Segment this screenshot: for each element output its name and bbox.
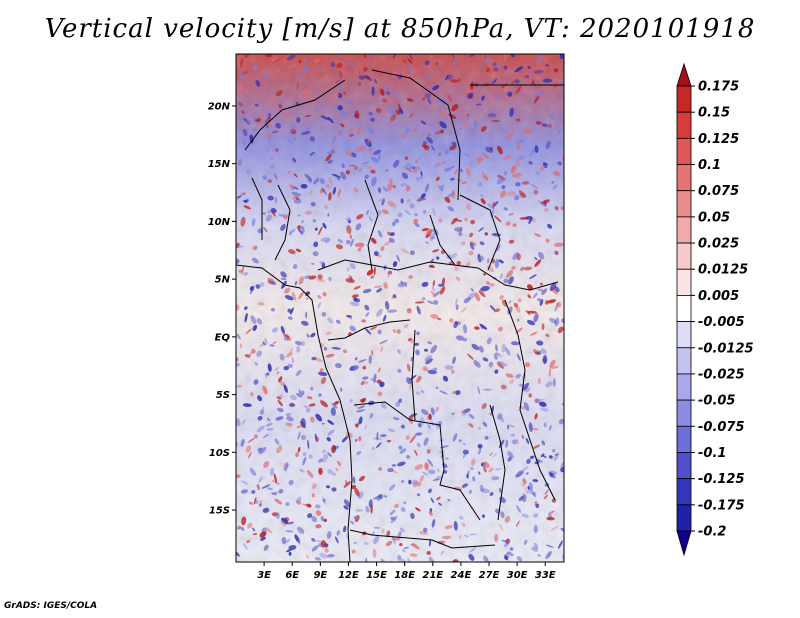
longitude-axis: 3E 6E 9E 12E 15E 18E 21E 24E 27E 30E 33E (257, 562, 556, 581)
boundary-line (274, 184, 291, 261)
boundary-line (251, 177, 263, 240)
colorbar-segment (676, 190, 692, 218)
colorbar-label: -0.005 (698, 315, 745, 330)
boundary-line (429, 214, 456, 266)
colorbar-bottom-arrow (676, 530, 692, 557)
colorbar-label: -0.1 (698, 446, 726, 461)
colorbar-segment (676, 242, 692, 270)
colorbar-label: -0.025 (698, 367, 745, 382)
colorbar-segment (676, 347, 692, 375)
lat-tick-label: 10S (209, 448, 230, 459)
colorbar-segment (676, 452, 692, 480)
lon-tick-label: 21E (422, 570, 443, 581)
lon-tick-label: 15E (366, 570, 387, 581)
colorbar-segment (676, 373, 692, 401)
colorbar-segment (676, 268, 692, 296)
colorbar-segment (676, 164, 692, 192)
colorbar-label: 0.1 (698, 158, 721, 173)
colorbar-label: 0.125 (698, 132, 739, 147)
lon-tick-label: 12E (338, 570, 359, 581)
map-title: Vertical velocity [m/s] at 850hPa, VT: 2… (44, 14, 756, 44)
colorbar-label: 0.025 (698, 237, 739, 252)
colorbar-label: 0.075 (698, 184, 739, 199)
lat-tick-label: 10N (208, 217, 231, 228)
colorbar-segment (676, 399, 692, 427)
colorbar-label: -0.125 (698, 472, 745, 487)
boundary-line (236, 264, 353, 562)
lon-tick-label: 9E (313, 570, 327, 581)
colorbar-label: 0.15 (698, 106, 730, 121)
colorbar: 0.175 0.15 0.125 0.1 0.075 0.05 0.025 0.0125 0.0… (676, 62, 754, 557)
colorbar-segment (676, 321, 692, 349)
lon-tick-label: 33E (535, 570, 556, 581)
lon-tick-label: 18E (394, 570, 415, 581)
lat-tick-label: 5S (216, 390, 230, 401)
lat-tick-label: EQ (215, 332, 231, 343)
lon-tick-label: 3E (257, 570, 271, 581)
lon-tick-label: 27E (479, 570, 500, 581)
lon-tick-label: 30E (507, 570, 528, 581)
grads-credit: GrADS: IGES/COLA (4, 601, 98, 611)
boundary-line (459, 194, 501, 271)
lat-tick-label: 15N (208, 159, 231, 170)
colorbar-segment (676, 425, 692, 453)
colorbar-segment (676, 295, 692, 322)
colorbar-label: -0.05 (698, 394, 735, 409)
colorbar-segment (676, 478, 692, 506)
lat-tick-label: 5N (215, 275, 231, 286)
colorbar-label: 0.0125 (698, 263, 748, 278)
boundary-line (317, 259, 559, 291)
colorbar-segment (676, 504, 692, 532)
boundary-line (371, 69, 461, 201)
boundary-line (349, 529, 496, 549)
colorbar-label: 0.05 (698, 210, 730, 225)
boundary-line (364, 179, 379, 271)
boundary-line (244, 79, 346, 151)
vertical-velocity-field (236, 54, 564, 562)
lat-tick-label: 20N (208, 101, 231, 112)
boundary-line (489, 404, 506, 521)
colorbar-label: -0.0125 (698, 341, 754, 356)
boundary-line (411, 329, 416, 421)
lon-tick-label: 24E (451, 570, 472, 581)
colorbar-label: -0.075 (698, 420, 745, 435)
colorbar-top-arrow (676, 62, 692, 87)
colorbar-label: 0.005 (698, 289, 739, 304)
lat-tick-label: 15S (209, 506, 230, 517)
plot-frame (235, 53, 565, 563)
colorbar-segment (676, 111, 692, 139)
colorbar-label: -0.2 (698, 525, 726, 540)
boundary-line (353, 401, 481, 521)
lon-tick-label: 6E (285, 570, 299, 581)
boundary-line (504, 299, 556, 501)
colorbar-segment (676, 216, 692, 244)
colorbar-label: 0.175 (698, 80, 739, 95)
latitude-axis: 20N 15N 10N 5N EQ 5S 10S 15S (208, 101, 236, 517)
colorbar-segment (676, 85, 692, 113)
colorbar-segment (676, 137, 692, 165)
boundary-line (327, 319, 411, 341)
colorbar-label: -0.175 (698, 498, 745, 513)
